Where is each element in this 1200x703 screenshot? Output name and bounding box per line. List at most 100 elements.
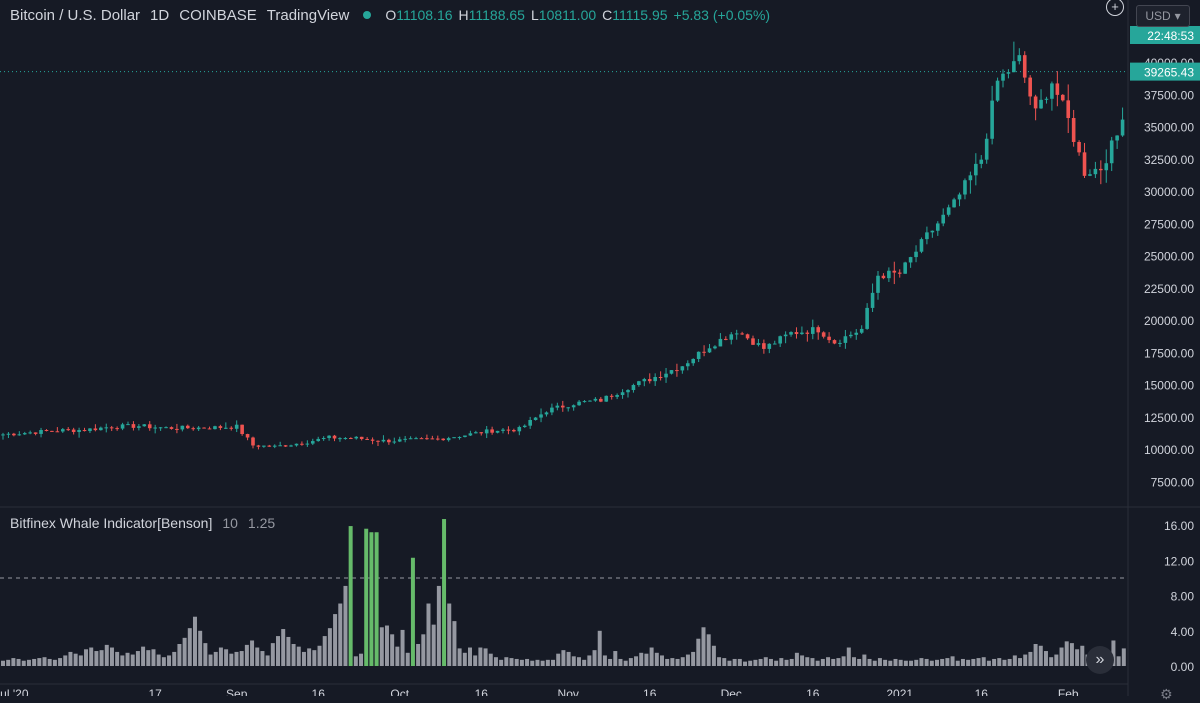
indicator-bar [883, 659, 888, 666]
indicator-bar [229, 653, 234, 666]
candle-body [957, 194, 962, 200]
candle-body [1033, 96, 1038, 109]
indicator-bar [628, 658, 633, 666]
candle-body [876, 275, 880, 293]
indicator-bar [270, 643, 275, 666]
indicator-bar [779, 658, 784, 666]
indicator-bar [1012, 655, 1017, 666]
interval-label[interactable]: 1D [150, 6, 170, 24]
indicator-bar [120, 655, 125, 666]
candle-body [512, 430, 516, 432]
candle-body [77, 430, 81, 433]
candle-body [658, 377, 663, 379]
indicator-bar [1069, 643, 1074, 666]
indicator-bar [691, 651, 696, 666]
indicator-bar [940, 658, 945, 666]
indicator-bar [540, 660, 545, 666]
candle-body [213, 426, 217, 430]
candle-body [1115, 135, 1119, 141]
indicator-bar [981, 657, 986, 666]
candle-body [816, 327, 821, 333]
indicator-bar [286, 636, 291, 666]
scroll-to-realtime-icon[interactable]: » [1086, 646, 1114, 674]
indicator-bar [685, 654, 690, 666]
candle-body [224, 427, 228, 429]
indicator-bar [732, 658, 737, 666]
indicator-bar [488, 653, 493, 666]
candle-body [474, 432, 478, 434]
indicator-bar [1064, 641, 1069, 666]
candle-body [289, 445, 293, 447]
time-tick-label: 16 [975, 687, 989, 696]
price-tick-label: 30000.00 [1144, 185, 1194, 199]
candle-body [207, 428, 212, 430]
indicator-legend[interactable]: Bitfinex Whale Indicator[Benson] 10 1.25 [10, 515, 275, 531]
candle-body [164, 427, 168, 429]
candle-body [544, 412, 549, 415]
indicator-bar [447, 603, 452, 666]
indicator-bar [831, 658, 836, 666]
indicator-bar [634, 656, 639, 666]
candle-body [713, 346, 717, 349]
indicator-bar [84, 649, 89, 666]
indicator-bar [483, 648, 488, 666]
indicator-bar [680, 657, 685, 666]
candle-body [740, 333, 744, 335]
candle-body [892, 270, 897, 273]
indicator-bar [1028, 651, 1033, 666]
indicator-bar [296, 646, 301, 666]
candle-body [354, 436, 359, 439]
indicator-bar [1075, 649, 1080, 666]
indicator-bar [473, 655, 478, 666]
indicator-bar [867, 658, 872, 666]
indicator-bar [265, 655, 270, 666]
gear-icon[interactable]: ⚙ [1160, 686, 1173, 702]
candlestick-series [1, 41, 1125, 450]
indicator-bar [457, 648, 462, 666]
candle-body [800, 332, 804, 335]
indicator-bar [436, 585, 441, 666]
currency-select[interactable]: USD ▾ [1136, 5, 1190, 27]
indicator-bar [426, 603, 431, 666]
indicator-bar [42, 657, 47, 666]
add-indicator-icon[interactable]: + [1106, 0, 1124, 16]
candle-body [1099, 168, 1103, 171]
candle-body [821, 332, 826, 337]
indicator-bar [774, 660, 779, 666]
time-tick-label: 16 [475, 687, 489, 696]
indicator-bar [1121, 648, 1126, 666]
indicator-bar [405, 652, 410, 666]
candle-body [267, 445, 272, 447]
indicator-bar [374, 532, 379, 666]
indicator-bar [11, 658, 16, 666]
candle-body [387, 439, 391, 443]
candle-body [1120, 119, 1125, 136]
candle-body [528, 419, 532, 426]
candle-body [925, 232, 929, 240]
candle-body [191, 428, 196, 430]
indicator-bar [348, 526, 353, 666]
candle-body [571, 405, 576, 408]
candle-body [887, 270, 891, 279]
time-tick-label: Feb [1058, 687, 1079, 696]
candle-body [332, 435, 337, 439]
candle-body [772, 343, 777, 345]
candle-body [810, 327, 815, 334]
indicator-bar [659, 655, 664, 666]
indicator-bar [556, 653, 561, 666]
candle-body [1060, 94, 1065, 101]
candle-body [854, 332, 859, 335]
indicator-bar [737, 658, 742, 666]
candle-body [539, 414, 543, 418]
candle-body [120, 424, 125, 429]
indicator-bar [161, 657, 166, 666]
symbol-legend: Bitcoin / U.S. Dollar 1D COINBASE Tradin… [10, 5, 770, 25]
indicator-name: Bitfinex Whale Indicator[Benson] [10, 515, 213, 531]
candle-body [751, 338, 755, 345]
indicator-bar [1007, 658, 1012, 666]
indicator-bar [960, 658, 965, 666]
candle-body [734, 333, 739, 335]
candle-body [60, 429, 65, 432]
indicator-bar [1018, 658, 1023, 666]
